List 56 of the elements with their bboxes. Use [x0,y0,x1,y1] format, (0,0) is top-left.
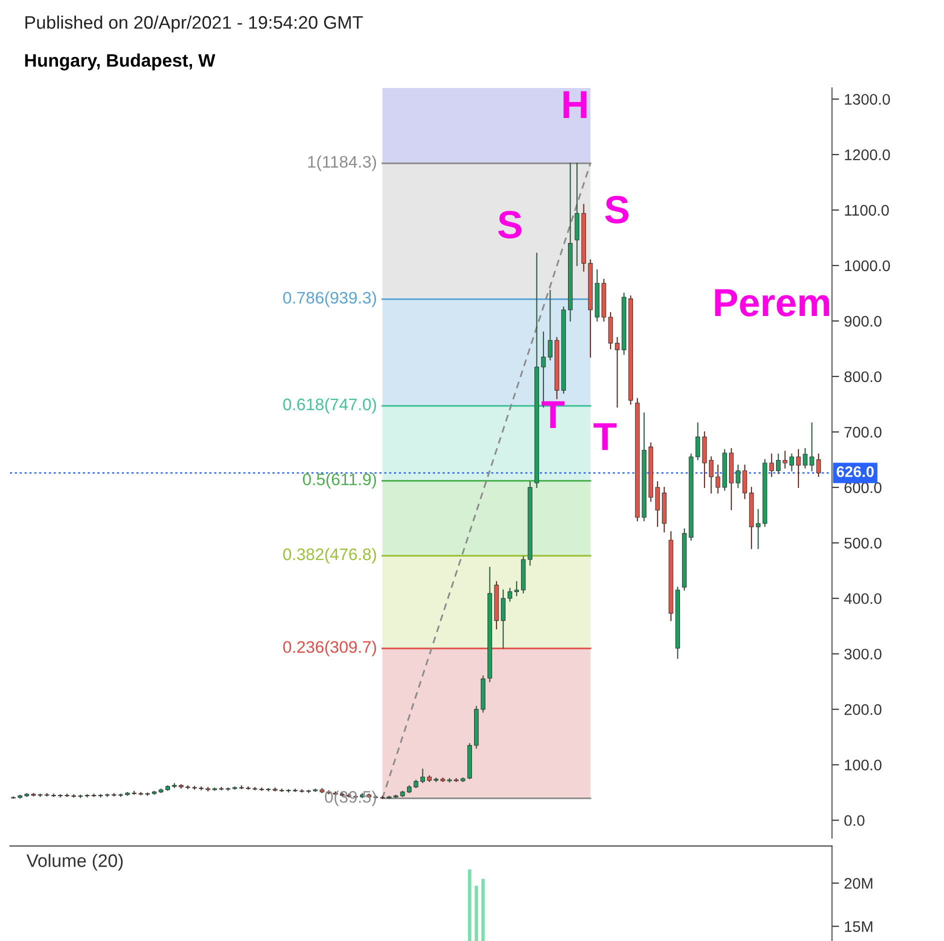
ref-line-label: 1(1184.3) [308,156,376,172]
y-tick-label: 800.0 [844,371,882,382]
ref-line-label: 0.236(309.7) [283,640,376,656]
candlestick [756,509,760,549]
candlestick [736,464,740,488]
candlestick [796,449,801,488]
y-tick-label: 15M [844,921,872,932]
candlestick [769,454,774,477]
candlestick [789,454,794,472]
annotation: Perem [715,289,830,316]
candlestick [614,337,620,408]
candlestick [514,581,519,596]
candlestick [696,422,700,460]
annotation: T [594,423,616,450]
y-tick-label: 1200.0 [844,149,890,160]
candlestick [716,464,720,494]
ref-line-label: 0.5(611.9) [302,473,376,489]
annotation: H [564,91,586,118]
candlestick [782,450,788,469]
y-tick-label: 500.0 [844,538,882,549]
chart-title: Hungary, Budapest, W [25,54,216,70]
y-tick-label: 0.0 [844,815,864,826]
annotation: T [542,401,564,428]
candlestick [548,290,552,360]
candlestick [776,454,781,474]
y-tick-label: 300.0 [844,648,882,660]
candlestick [508,588,512,602]
y-tick-label: 1000.0 [844,260,890,272]
candlestick [802,448,808,469]
ref-line-label: 626.0 [836,466,874,478]
y-tick-label: 100.0 [844,760,882,770]
y-tick-label: 700.0 [844,426,882,438]
ref-line-label: 0(39.5) [324,790,376,806]
y-tick-label: 1300.0 [844,94,890,105]
candlestick [454,778,459,782]
chart-title: Volume (20) [26,854,123,871]
candlestick [655,481,660,527]
candlestick [810,422,814,472]
y-tick-label: 400.0 [844,593,882,604]
y-tick-label: 200.0 [844,704,882,715]
annotation: S [605,196,628,224]
candlestick [24,793,30,797]
y-tick-label: 1100.0 [844,204,889,216]
y-tick-label: 900.0 [844,316,882,327]
ref-line-label: 0.618(747.0) [283,398,376,414]
y-tick-label: 600.0 [844,482,882,494]
y-tick-label: 20M [844,878,872,889]
candlestick [500,589,506,649]
ref-line-label: 0.786(939.3) [283,291,376,307]
ref-line-label: 0.382(476.8) [283,548,376,564]
candlestick [816,454,821,477]
annotation: S [498,210,522,238]
candlestick [708,456,714,494]
text: Published on 20/Apr/2021 - 19:54:20 GMT [25,16,363,32]
candlestick [420,768,425,784]
candlestick [742,464,748,500]
